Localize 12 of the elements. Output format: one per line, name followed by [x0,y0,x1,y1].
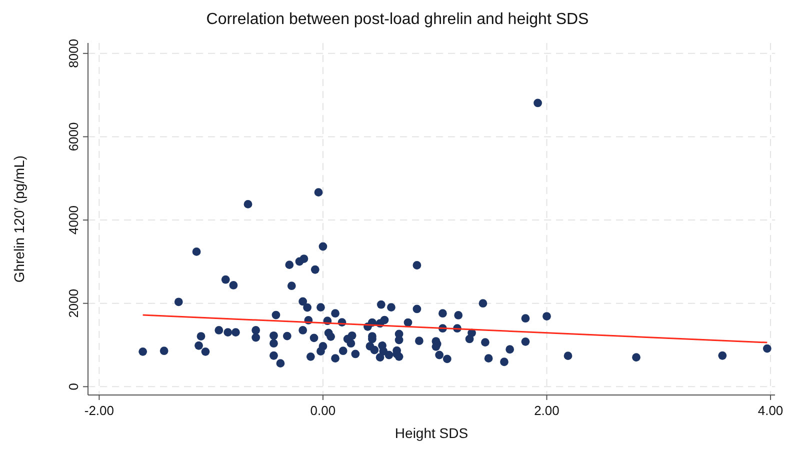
x-tick-label: -2.00 [84,403,114,418]
y-tick-label: 0 [66,383,81,390]
x-tick-label: 0.00 [310,403,336,418]
y-tick-label: 8000 [66,38,81,68]
chart-title: Correlation between post-load ghrelin and height SDS [206,11,589,28]
y-tick-label: 6000 [66,122,81,152]
y-tick-label: 4000 [66,206,81,234]
y-axis-title: Ghrelin 120′ (pg/mL) [11,155,27,283]
x-axis-title: Height SDS [394,425,468,441]
x-tick-label: 2.00 [534,403,560,418]
y-tick-label: 2000 [66,288,81,318]
x-tick-label: 4.00 [758,403,784,418]
